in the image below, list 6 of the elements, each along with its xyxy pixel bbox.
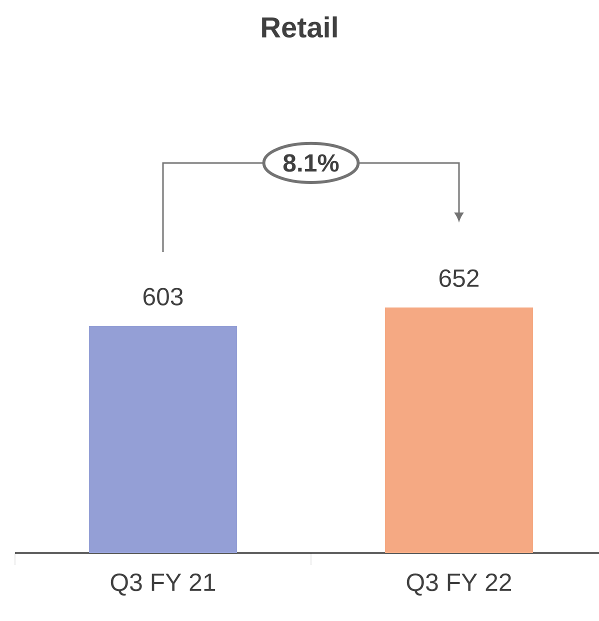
chart-title: Retail [262,16,337,38]
data-label: 603 [143,288,183,306]
x-tick-label: Q3 FY 22 [406,573,512,596]
x-tick-label: Q3 FY 21 [110,573,216,596]
data-label: 652 [439,269,479,288]
text: 8.1% [283,154,339,172]
